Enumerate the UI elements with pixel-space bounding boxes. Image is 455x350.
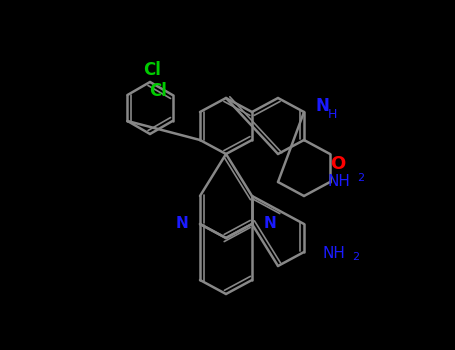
- Text: NH: NH: [328, 174, 350, 189]
- Text: N: N: [263, 217, 276, 231]
- Text: O: O: [330, 155, 346, 173]
- Text: H: H: [327, 107, 337, 120]
- Text: N: N: [176, 217, 188, 231]
- Text: Cl: Cl: [150, 82, 167, 100]
- Text: Cl: Cl: [143, 61, 161, 79]
- Text: NH: NH: [323, 246, 345, 261]
- Text: N: N: [315, 97, 329, 115]
- Text: 2: 2: [358, 173, 364, 183]
- Text: 2: 2: [353, 252, 359, 262]
